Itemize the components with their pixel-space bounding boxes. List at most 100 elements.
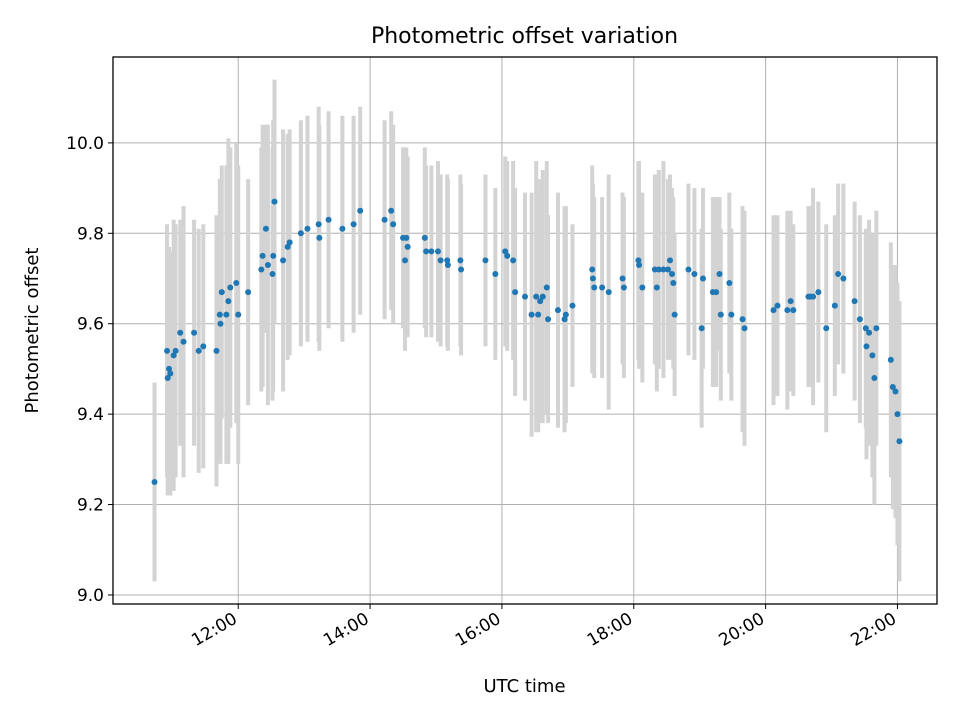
x-axis-label: UTC time xyxy=(483,676,565,697)
data-point xyxy=(264,261,271,268)
data-point xyxy=(258,266,265,273)
data-point xyxy=(699,275,706,282)
data-point xyxy=(698,325,705,332)
data-point xyxy=(896,438,903,445)
data-point xyxy=(545,316,552,323)
data-point xyxy=(543,284,550,291)
data-point xyxy=(297,230,304,237)
data-point xyxy=(423,248,430,255)
data-point xyxy=(667,257,674,264)
data-point xyxy=(304,225,311,232)
data-point xyxy=(770,307,777,314)
data-point xyxy=(325,216,332,223)
data-point xyxy=(510,257,517,264)
data-point xyxy=(554,307,561,314)
data-points xyxy=(151,198,903,485)
data-point xyxy=(180,338,187,345)
data-point xyxy=(151,478,158,485)
data-point xyxy=(535,311,542,318)
data-point xyxy=(235,311,242,318)
data-point xyxy=(713,289,720,296)
data-point xyxy=(840,275,847,282)
data-point xyxy=(421,234,428,241)
data-point xyxy=(835,270,842,277)
y-axis-label: Photometric offset xyxy=(22,248,43,414)
data-point xyxy=(166,365,173,372)
data-point xyxy=(164,347,171,354)
data-point xyxy=(728,311,735,318)
data-point xyxy=(873,325,880,332)
data-point xyxy=(869,352,876,359)
data-point xyxy=(286,239,293,246)
data-point xyxy=(784,307,791,314)
data-point xyxy=(537,298,544,305)
data-point xyxy=(717,311,724,318)
data-point xyxy=(823,325,830,332)
data-point xyxy=(670,280,677,287)
data-point xyxy=(831,302,838,309)
data-point xyxy=(716,270,723,277)
data-point xyxy=(444,257,451,264)
data-point xyxy=(665,266,672,273)
y-tick-label: 9.2 xyxy=(77,496,104,516)
data-point xyxy=(862,325,869,332)
data-point xyxy=(685,266,692,273)
data-point xyxy=(245,289,252,296)
data-point xyxy=(217,320,224,327)
data-point xyxy=(871,374,878,381)
data-point xyxy=(458,266,465,273)
data-point xyxy=(269,270,276,277)
data-point xyxy=(404,243,411,250)
data-point xyxy=(339,225,346,232)
data-point xyxy=(655,266,662,273)
data-point xyxy=(856,316,863,323)
data-point xyxy=(815,289,822,296)
data-point xyxy=(790,307,797,314)
data-point xyxy=(225,298,232,305)
data-point xyxy=(390,221,397,228)
data-point xyxy=(866,329,873,336)
data-point xyxy=(504,252,511,259)
data-point xyxy=(512,289,519,296)
data-point xyxy=(216,311,223,318)
data-point xyxy=(619,275,626,282)
data-point xyxy=(381,216,388,223)
data-point xyxy=(569,302,576,309)
data-point xyxy=(428,248,435,255)
data-point xyxy=(810,293,817,300)
data-point xyxy=(457,257,464,264)
data-point xyxy=(787,298,794,305)
data-point xyxy=(357,207,364,214)
y-tick-label: 9.0 xyxy=(77,586,104,606)
y-tick-label: 9.8 xyxy=(77,224,104,244)
data-point xyxy=(528,311,535,318)
data-point xyxy=(741,325,748,332)
data-point xyxy=(669,270,676,277)
data-point xyxy=(599,284,606,291)
data-point xyxy=(227,284,234,291)
data-point xyxy=(892,388,899,395)
data-point xyxy=(388,207,395,214)
data-point xyxy=(492,270,499,277)
data-point xyxy=(262,225,269,232)
data-point xyxy=(482,257,489,264)
data-point xyxy=(726,280,733,287)
y-axis: 9.0 9.2 9.4 9.6 9.8 10.0 xyxy=(66,134,113,606)
data-point xyxy=(636,261,643,268)
data-point xyxy=(223,311,230,318)
data-point xyxy=(434,248,441,255)
data-point xyxy=(653,284,660,291)
data-point xyxy=(164,374,171,381)
data-point xyxy=(589,275,596,282)
data-point xyxy=(605,289,612,296)
data-point xyxy=(315,221,322,228)
data-point xyxy=(218,289,225,296)
data-point xyxy=(591,284,598,291)
data-point xyxy=(660,266,667,273)
data-point xyxy=(671,311,678,318)
data-point xyxy=(437,257,444,264)
data-point xyxy=(233,280,240,287)
plot-frame xyxy=(112,56,938,605)
data-point xyxy=(316,234,323,241)
